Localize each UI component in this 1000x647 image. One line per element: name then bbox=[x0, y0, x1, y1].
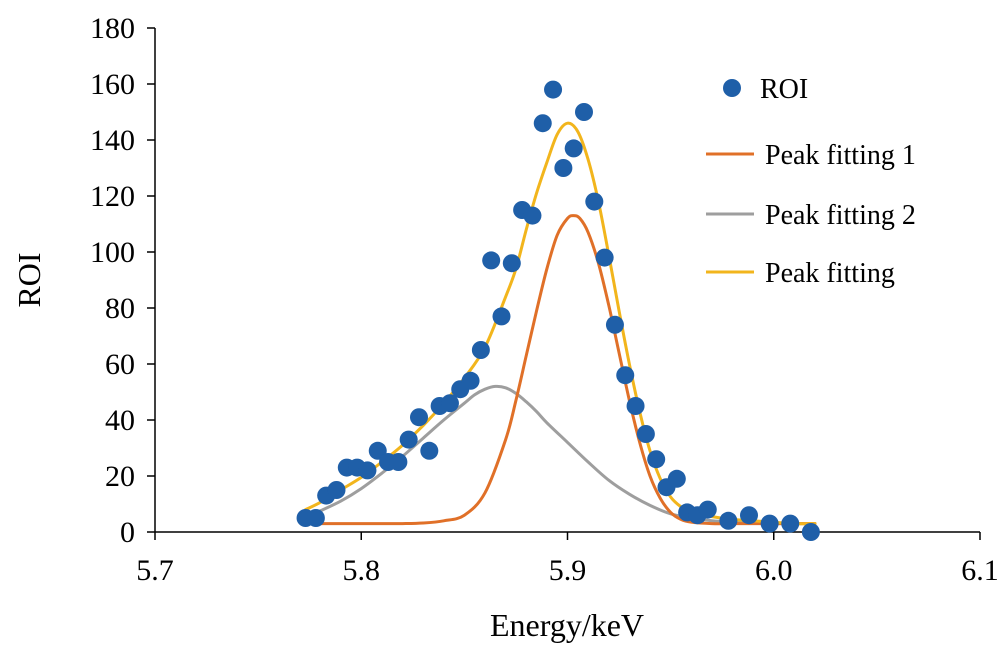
data-point-roi bbox=[719, 511, 738, 530]
data-point-roi bbox=[636, 425, 655, 443]
data-point-roi bbox=[585, 192, 604, 211]
y-tick-label: 40 bbox=[105, 404, 135, 437]
data-point-roi bbox=[781, 514, 800, 533]
data-point-roi bbox=[564, 139, 583, 158]
y-tick-label: 20 bbox=[105, 460, 135, 493]
data-point-roi bbox=[698, 500, 717, 519]
data-point-roi bbox=[647, 450, 666, 469]
data-point-roi bbox=[389, 453, 408, 471]
x-tick-label: 5.7 bbox=[136, 554, 174, 587]
y-tick-label: 140 bbox=[90, 124, 135, 157]
y-tick-label: 120 bbox=[90, 180, 135, 213]
data-point-roi bbox=[482, 251, 501, 270]
data-point-roi bbox=[420, 441, 439, 460]
y-tick-label: 80 bbox=[105, 292, 135, 325]
data-point-roi bbox=[605, 315, 624, 334]
data-point-roi bbox=[595, 248, 614, 267]
y-axis-title: ROI bbox=[11, 252, 47, 307]
legend-label-peak-fitting: Peak fitting bbox=[765, 258, 895, 289]
data-point-roi bbox=[410, 408, 428, 427]
y-tick-label: 160 bbox=[90, 68, 135, 101]
data-point-roi bbox=[492, 307, 511, 326]
x-tick-label: 5.9 bbox=[549, 554, 587, 587]
data-point-roi bbox=[575, 103, 593, 121]
y-tick-label: 0 bbox=[120, 516, 135, 549]
data-point-roi bbox=[327, 481, 346, 499]
legend-label-roi: ROI bbox=[760, 74, 808, 105]
y-tick-group: 0 20 40 60 80 100 120 140 160 180 bbox=[90, 12, 155, 549]
x-tick-label: 6.0 bbox=[755, 554, 793, 587]
series-line-peak-fitting-2 bbox=[318, 384, 817, 526]
data-point-roi bbox=[358, 461, 377, 480]
data-point-roi bbox=[471, 341, 490, 359]
data-point-roi bbox=[667, 469, 686, 488]
data-point-roi bbox=[801, 523, 820, 541]
data-point-roi bbox=[544, 80, 563, 99]
data-point-roi bbox=[554, 159, 573, 177]
x-tick-label: 5.8 bbox=[343, 554, 381, 587]
data-point-roi bbox=[523, 206, 542, 225]
x-tick-label: 6.1 bbox=[961, 554, 999, 587]
series-line-peak-fitting-1 bbox=[304, 214, 817, 526]
data-point-roi bbox=[760, 514, 779, 533]
data-point-roi bbox=[306, 509, 325, 527]
x-axis-title: Energy/keV bbox=[490, 607, 644, 643]
data-point-roi bbox=[399, 430, 418, 449]
legend-label-peak-fitting-2: Peak fitting 2 bbox=[765, 200, 916, 231]
data-point-roi bbox=[461, 371, 480, 390]
y-tick-label: 60 bbox=[105, 348, 135, 381]
legend-marker-roi bbox=[723, 79, 741, 97]
legend: ROI Peak fitting 1 Peak fitting 2 Peak f… bbox=[706, 74, 916, 289]
legend-label-peak-fitting-1: Peak fitting 1 bbox=[765, 140, 916, 171]
y-tick-label: 100 bbox=[90, 236, 135, 269]
roi-scatter-points bbox=[296, 80, 820, 541]
data-point-roi bbox=[740, 506, 758, 525]
data-point-roi bbox=[626, 397, 645, 415]
data-point-roi bbox=[440, 394, 459, 413]
y-tick-label: 180 bbox=[90, 12, 135, 45]
data-point-roi bbox=[533, 114, 552, 133]
x-tick-group: 5.7 5.8 5.9 6.0 6.1 bbox=[136, 532, 999, 587]
data-point-roi bbox=[502, 254, 521, 273]
data-point-roi bbox=[616, 366, 635, 385]
